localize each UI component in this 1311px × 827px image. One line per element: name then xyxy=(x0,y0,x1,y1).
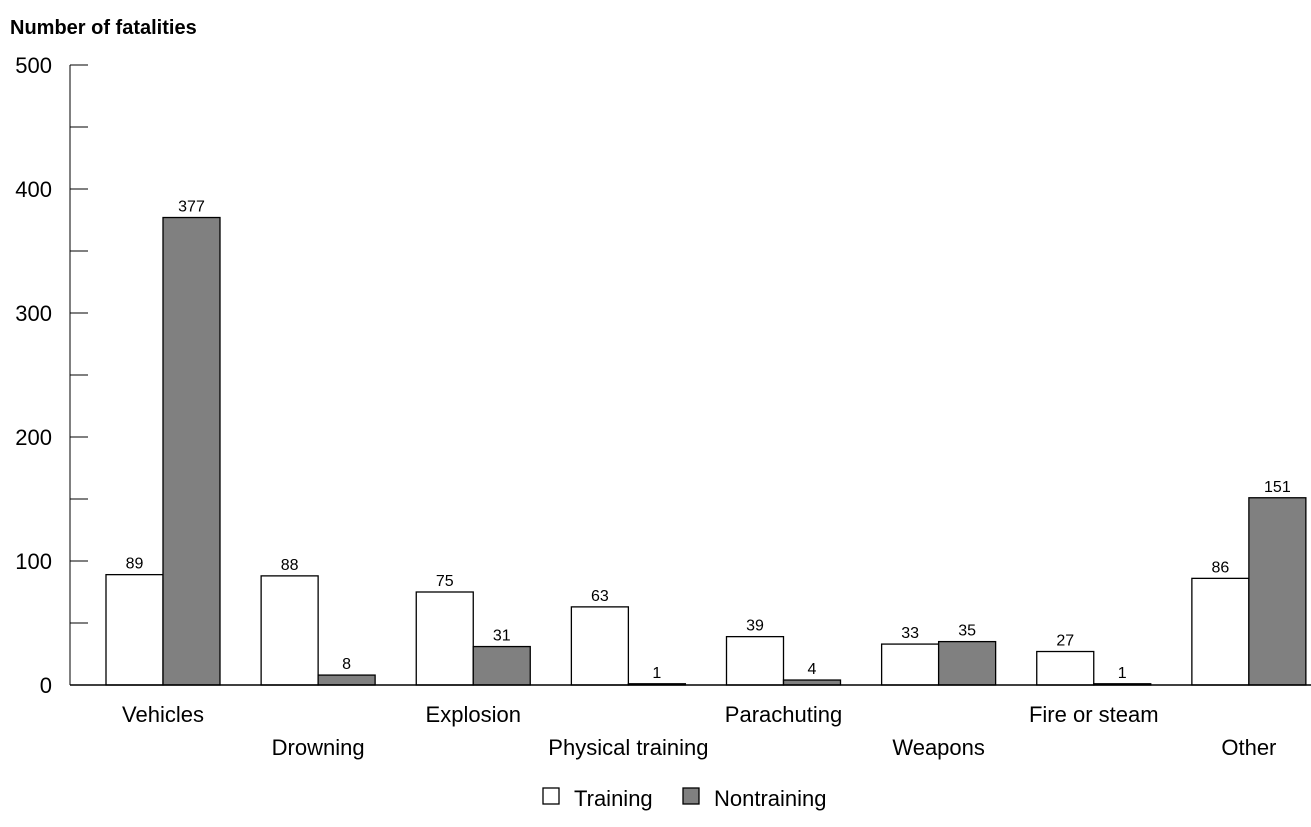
x-tick-label: Parachuting xyxy=(725,702,842,727)
bar-nontraining xyxy=(162,216,221,686)
y-tick-label: 0 xyxy=(40,673,52,698)
bar-training xyxy=(105,573,164,686)
data-label: 8 xyxy=(342,656,351,673)
legend: Training Nontraining xyxy=(542,786,827,811)
bar-training xyxy=(1191,577,1250,686)
x-axis: Vehicles Drowning Explosion Physical traini… xyxy=(70,684,1311,760)
x-tick-label: Weapons xyxy=(892,735,985,760)
data-label: 63 xyxy=(591,588,609,605)
bar-training xyxy=(725,635,785,686)
y-tick-label: 400 xyxy=(15,177,52,202)
legend-swatch-nontraining xyxy=(682,787,700,805)
y-tick-label: 200 xyxy=(15,425,52,450)
x-tick-label: Explosion xyxy=(426,702,521,727)
data-label: 151 xyxy=(1264,479,1291,496)
bar-training xyxy=(1036,650,1095,686)
data-label: 1 xyxy=(652,665,661,682)
bar-nontraining xyxy=(317,674,376,686)
data-label: 33 xyxy=(901,625,919,642)
y-tick-label: 500 xyxy=(15,53,52,78)
data-label: 4 xyxy=(808,661,817,678)
x-tick-label: Vehicles xyxy=(122,702,204,727)
y-tick-label: 100 xyxy=(15,549,52,574)
data-label: 31 xyxy=(493,628,511,645)
legend-label: Training xyxy=(574,786,653,811)
x-tick-label: Drowning xyxy=(272,735,365,760)
legend-label: Nontraining xyxy=(714,786,827,811)
y-tick-label: 300 xyxy=(15,301,52,326)
x-tick-label: Fire or steam xyxy=(1029,702,1159,727)
data-label: 35 xyxy=(958,623,976,640)
y-axis-title: Number of fatalities xyxy=(10,17,197,39)
bar-training xyxy=(415,591,474,686)
data-label: 75 xyxy=(436,573,454,590)
bar-training xyxy=(260,575,319,686)
data-label: 27 xyxy=(1056,633,1074,650)
bar-nontraining xyxy=(937,640,997,686)
data-label: 39 xyxy=(746,618,764,635)
x-tick-label: Other xyxy=(1221,735,1276,760)
x-tick-label: Physical training xyxy=(548,735,708,760)
bar-training xyxy=(570,606,630,686)
data-label: 1 xyxy=(1118,665,1127,682)
data-label: 86 xyxy=(1211,559,1229,576)
bar-nontraining xyxy=(472,645,531,686)
bar-training xyxy=(880,643,940,686)
legend-swatch-training xyxy=(542,787,560,805)
y-axis: 0 100 200 300 400 500 xyxy=(15,53,88,698)
data-label: 89 xyxy=(126,556,144,573)
data-label: 377 xyxy=(178,199,205,216)
bar-nontraining xyxy=(1248,497,1307,686)
data-label: 88 xyxy=(281,557,299,574)
